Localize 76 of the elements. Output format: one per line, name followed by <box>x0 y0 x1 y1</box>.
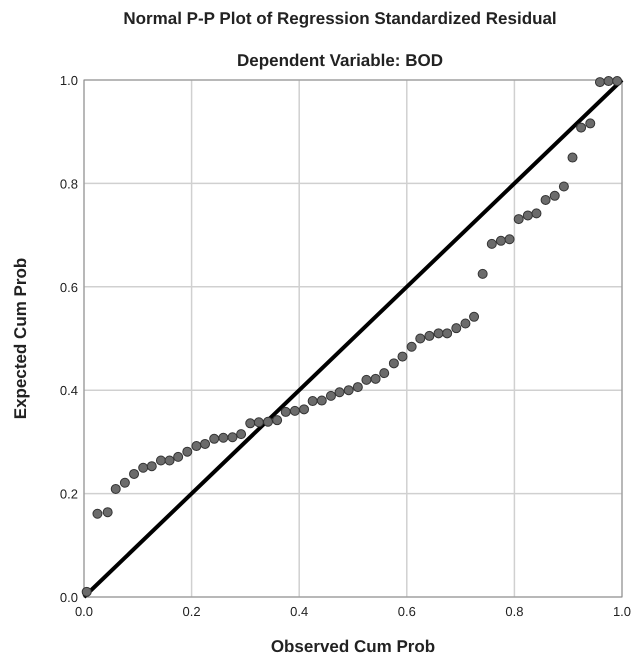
point <box>612 76 622 86</box>
point <box>209 434 220 444</box>
point <box>451 323 462 334</box>
point <box>182 446 192 457</box>
x-tick-label: 0.8 <box>505 604 524 619</box>
y-tick-label: 0.2 <box>60 486 78 502</box>
point <box>550 190 560 201</box>
point <box>326 390 336 401</box>
chart-subtitle: Dependent Variable: BOD <box>237 51 443 70</box>
point <box>92 508 102 519</box>
point <box>156 456 166 466</box>
point <box>236 429 246 440</box>
point <box>558 182 569 192</box>
point <box>522 210 533 220</box>
y-tick-label: 0.4 <box>60 383 78 398</box>
point <box>434 328 444 338</box>
point <box>568 152 578 163</box>
point <box>164 456 175 466</box>
chart-title: Normal P-P Plot of Regression Standardized Residual <box>123 9 557 28</box>
point <box>254 417 264 428</box>
point <box>245 418 256 428</box>
point <box>388 358 399 368</box>
point <box>370 374 381 384</box>
point <box>514 214 524 224</box>
point <box>334 387 345 398</box>
y-tick-label: 0.0 <box>60 590 78 605</box>
point <box>397 352 408 362</box>
point <box>585 118 596 128</box>
point <box>299 404 310 414</box>
point <box>424 330 434 341</box>
point <box>540 194 551 205</box>
point <box>146 461 157 472</box>
point <box>102 507 113 518</box>
point <box>478 268 488 279</box>
point <box>352 382 363 392</box>
point <box>218 432 228 443</box>
point <box>316 396 327 406</box>
point <box>594 77 605 88</box>
y-tick-label: 0.8 <box>60 176 78 192</box>
point <box>262 416 273 427</box>
point <box>361 374 372 385</box>
point <box>120 478 130 488</box>
point <box>496 236 506 246</box>
point <box>531 208 542 218</box>
point <box>272 415 282 426</box>
x-tick-label: 0.2 <box>182 604 201 619</box>
point <box>486 238 497 249</box>
point <box>415 334 426 344</box>
point <box>469 312 480 322</box>
point <box>406 342 417 352</box>
point <box>504 234 515 244</box>
y-axis-title: Expected Cum Prob <box>11 258 30 420</box>
point <box>191 441 202 452</box>
y-tick-label: 0.6 <box>60 280 78 295</box>
point <box>604 76 614 86</box>
x-axis-title: Observed Cum Prob <box>270 637 436 656</box>
point <box>173 452 184 462</box>
x-tick-label: 0.6 <box>398 604 416 619</box>
x-tick-label: 0.4 <box>290 604 308 619</box>
point <box>82 586 92 597</box>
x-tick-label: 1.0 <box>612 604 632 619</box>
y-tick-label: 1.0 <box>60 73 78 88</box>
point <box>129 468 140 479</box>
point <box>344 385 354 396</box>
point <box>308 396 318 406</box>
point <box>576 122 586 133</box>
point <box>290 406 300 416</box>
point <box>442 328 452 338</box>
point <box>138 462 148 473</box>
point <box>379 368 390 378</box>
point <box>280 406 291 417</box>
x-tick-label: 0.0 <box>74 604 94 619</box>
point <box>460 318 470 329</box>
point <box>200 438 210 449</box>
point <box>227 432 238 442</box>
point <box>110 484 121 494</box>
